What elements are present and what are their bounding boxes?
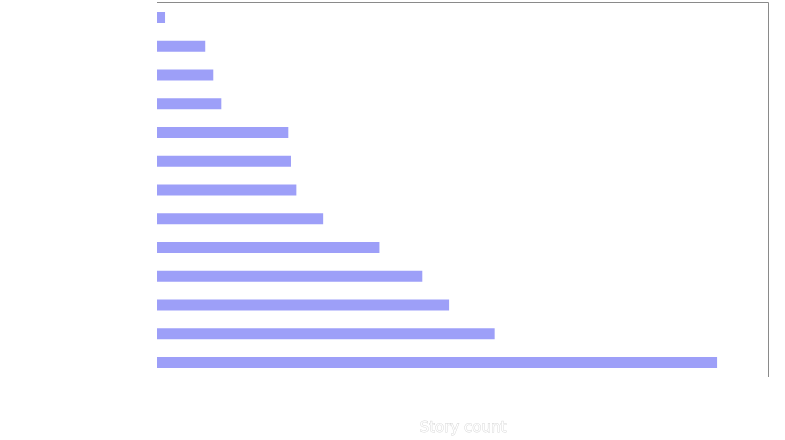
bars-group: [157, 12, 718, 368]
bar-7: [157, 184, 297, 196]
bar-5: [157, 127, 289, 138]
bar-8: [157, 213, 324, 225]
bar-10: [157, 270, 423, 282]
x-axis-label: Story count: [420, 418, 507, 436]
bar-9: [157, 242, 380, 253]
bar-3: [157, 69, 214, 81]
bar-13: [157, 357, 718, 368]
bar-11: [157, 299, 450, 311]
bar-12: [157, 328, 495, 340]
bar-4: [157, 98, 222, 110]
bar-2: [157, 40, 206, 52]
bar-6: [157, 155, 291, 167]
bar-1: [157, 12, 166, 23]
